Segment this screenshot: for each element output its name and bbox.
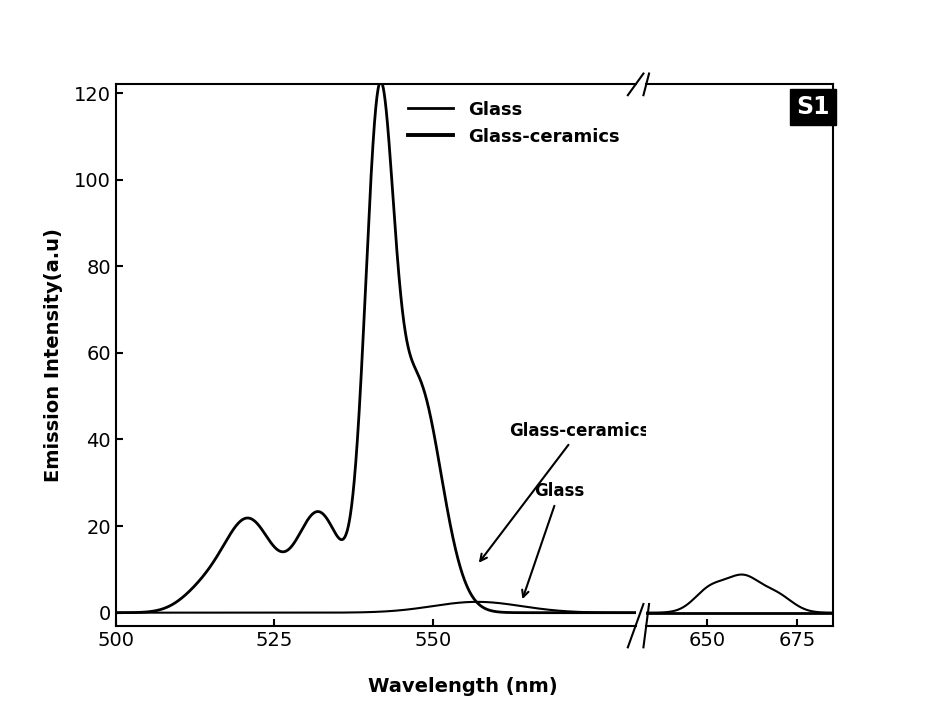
Text: S1: S1 [796,95,830,120]
Text: Wavelength (nm): Wavelength (nm) [369,677,557,696]
Legend: Glass, Glass-ceramics: Glass, Glass-ceramics [401,93,627,153]
Text: Glass-ceramics: Glass-ceramics [481,422,649,561]
Y-axis label: Emission Intensity(a.u): Emission Intensity(a.u) [44,228,63,482]
Text: Glass: Glass [522,482,584,597]
